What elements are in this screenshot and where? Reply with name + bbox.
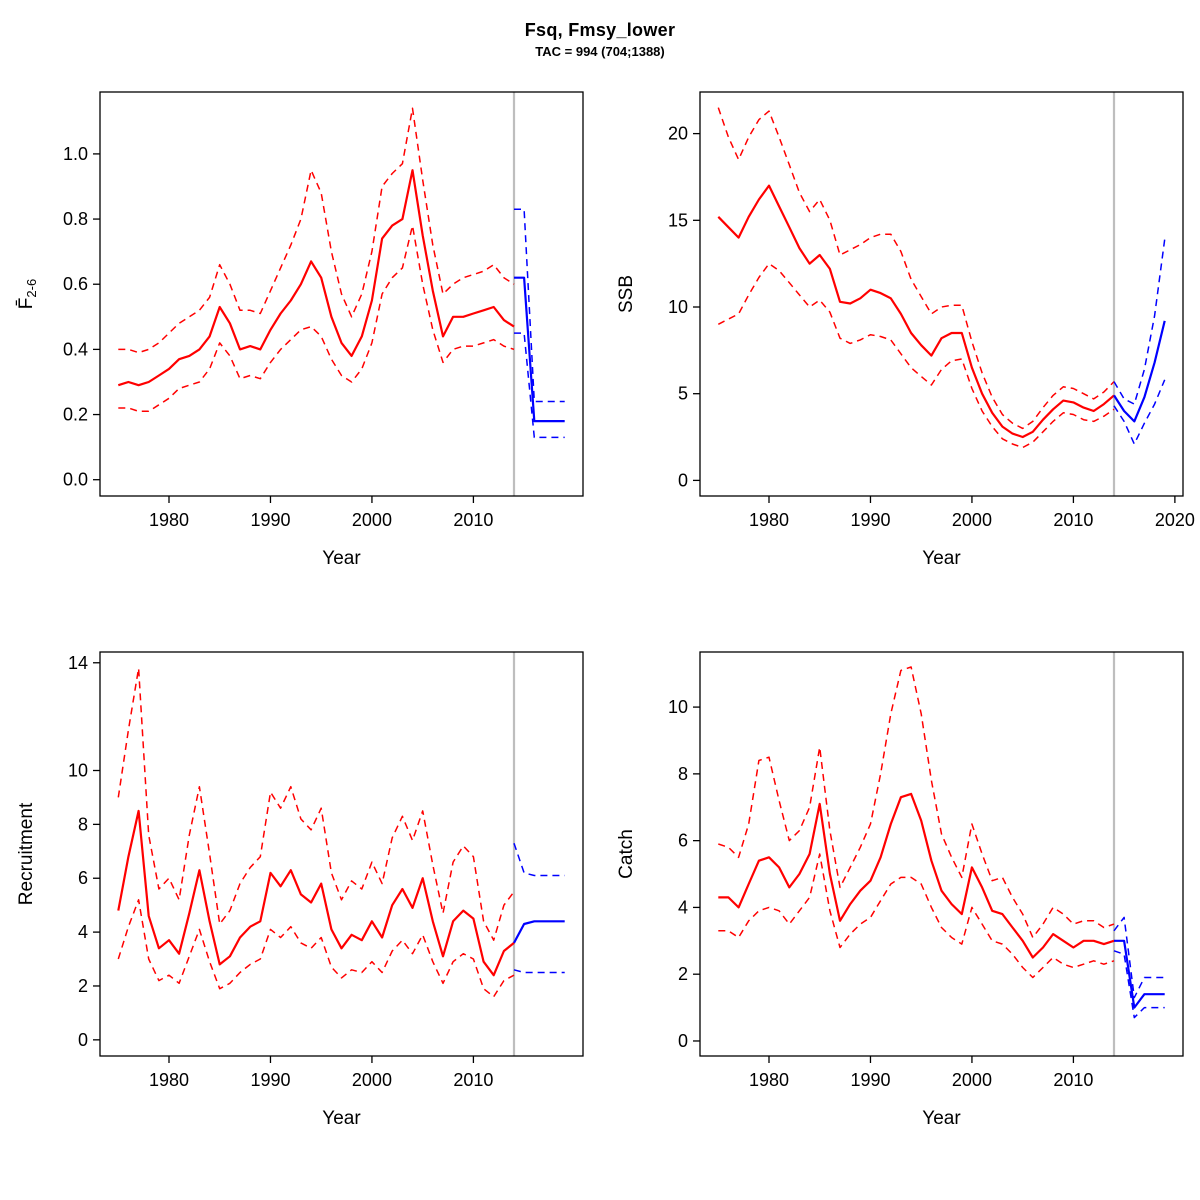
y-tick-label: 0 <box>678 1031 688 1051</box>
forecast-median-line <box>514 276 565 423</box>
y-tick-label: 0.0 <box>63 470 88 490</box>
fishing-mortality-chart: 1980 1990 2000 2010 0.0 0.2 0.4 0.6 0.8 1.0 Year F̄… <box>16 91 584 569</box>
estimate-lower-ci-line <box>117 899 515 998</box>
y-tick-label: 0.6 <box>63 274 88 294</box>
x-tick-label: 2010 <box>453 1070 493 1090</box>
plot-box <box>699 651 1184 1057</box>
y-tick-label: 6 <box>78 868 88 888</box>
forecast-median-line <box>1113 320 1166 423</box>
forecast-upper-ci-line <box>514 208 565 403</box>
figure-subtitle: TAC = 994 (704;1388) <box>535 44 665 59</box>
forecast-lower-ci-line <box>1113 950 1165 1019</box>
y-axis-title: SSB <box>616 275 637 313</box>
plot-box <box>699 91 1184 497</box>
y-tick-label: 2 <box>78 976 88 996</box>
estimate-upper-ci-line <box>718 666 1115 939</box>
forecast-median-line <box>1114 939 1165 1009</box>
forecast-lower-ci-line <box>513 969 565 974</box>
y-tick-label: 8 <box>678 764 688 784</box>
y-tick-label: 10 <box>668 697 688 717</box>
y-tick-label: 15 <box>668 210 688 230</box>
forecast-upper-ci-line <box>1113 239 1166 405</box>
y-tick-label: 10 <box>668 297 688 317</box>
plot-box <box>99 651 584 1057</box>
x-tick-label: 2010 <box>453 510 493 530</box>
x-tick-label: 2010 <box>1053 510 1093 530</box>
y-tick-label: 5 <box>678 384 688 404</box>
x-tick-label: 1990 <box>250 510 290 530</box>
forecast-upper-ci-line <box>513 842 565 877</box>
forecast-lower-ci-line <box>1113 379 1166 445</box>
figure-title: Fsq, Fmsy_lower <box>524 20 676 40</box>
y-tick-label: 0 <box>678 470 688 490</box>
x-axis-title: Year <box>922 1108 961 1129</box>
x-axis-title: Year <box>322 1108 361 1129</box>
x-tick-label: 2000 <box>352 510 392 530</box>
panel-recruitment: 1980 1990 2000 2010 0 2 4 6 8 10 14 Year Recruitment <box>0 632 600 1192</box>
estimate-upper-ci-line <box>118 107 515 354</box>
forecast-median-line <box>513 920 565 944</box>
estimate-median-line <box>117 809 515 977</box>
estimate-median-line <box>117 169 515 387</box>
y-tick-label: 10 <box>68 761 88 781</box>
x-tick-label: 2000 <box>352 1070 392 1090</box>
y-tick-label: 0.4 <box>63 339 88 359</box>
x-tick-label: 1990 <box>850 1070 890 1090</box>
estimate-lower-ci-line <box>718 853 1115 979</box>
x-tick-label: 1990 <box>250 1070 290 1090</box>
panel-fishing-mortality: 1980 1990 2000 2010 0.0 0.2 0.4 0.6 0.8 1.0 Year F̄… <box>0 72 600 632</box>
estimate-median-line <box>718 792 1115 959</box>
x-tick-label: 1980 <box>149 1070 189 1090</box>
y-axis-title: F̄2-6 <box>16 279 39 309</box>
x-tick-label: 1980 <box>149 510 189 530</box>
x-tick-label: 2000 <box>952 1070 992 1090</box>
y-tick-label: 4 <box>678 897 688 917</box>
x-axis-title: Year <box>922 548 961 569</box>
panel-catch: 1980 1990 2000 2010 0 2 4 6 8 10 Year Catch <box>600 632 1200 1192</box>
estimate-upper-ci-line <box>717 107 1115 430</box>
y-tick-label: 14 <box>68 653 88 673</box>
x-tick-label: 1990 <box>850 510 890 530</box>
estimate-lower-ci-line <box>118 224 515 413</box>
forecast-lower-ci-line <box>514 332 565 439</box>
recruitment-chart: 1980 1990 2000 2010 0 2 4 6 8 10 14 Year Recruitment <box>16 651 584 1129</box>
estimate-median-line <box>717 184 1115 439</box>
x-tick-label: 1980 <box>749 1070 789 1090</box>
y-tick-label: 0 <box>78 1030 88 1050</box>
y-tick-label: 1.0 <box>63 144 88 164</box>
figure-header: Fsq, Fmsy_lower TAC = 994 (704;1388) <box>0 20 1200 59</box>
y-tick-label: 8 <box>78 814 88 834</box>
y-tick-label: 0.2 <box>63 405 88 425</box>
ssb-chart: 1980 1990 2000 2010 2020 0 5 10 15 20 Year SSB <box>616 91 1195 569</box>
y-tick-label: 4 <box>78 922 88 942</box>
x-tick-label: 1980 <box>749 510 789 530</box>
x-tick-label: 2020 <box>1155 510 1195 530</box>
plot-box <box>99 91 584 497</box>
forecast-upper-ci-line <box>1113 916 1165 999</box>
estimate-upper-ci-line <box>117 667 515 941</box>
y-tick-label: 6 <box>678 831 688 851</box>
x-tick-label: 2000 <box>952 510 992 530</box>
catch-chart: 1980 1990 2000 2010 0 2 4 6 8 10 Year Catch <box>616 651 1184 1129</box>
y-axis-title: Catch <box>616 829 637 879</box>
panels-grid: 1980 1990 2000 2010 0.0 0.2 0.4 0.6 0.8 1.0 Year F̄… <box>0 72 1200 1192</box>
x-axis-title: Year <box>322 548 361 569</box>
estimate-lower-ci-line <box>717 262 1115 449</box>
y-tick-label: 0.8 <box>63 209 88 229</box>
y-tick-label: 20 <box>668 124 688 144</box>
panel-ssb: 1980 1990 2000 2010 2020 0 5 10 15 20 Year SSB <box>600 72 1200 632</box>
y-axis-title: Recruitment <box>16 802 37 905</box>
x-tick-label: 2010 <box>1053 1070 1093 1090</box>
y-tick-label: 2 <box>678 964 688 984</box>
